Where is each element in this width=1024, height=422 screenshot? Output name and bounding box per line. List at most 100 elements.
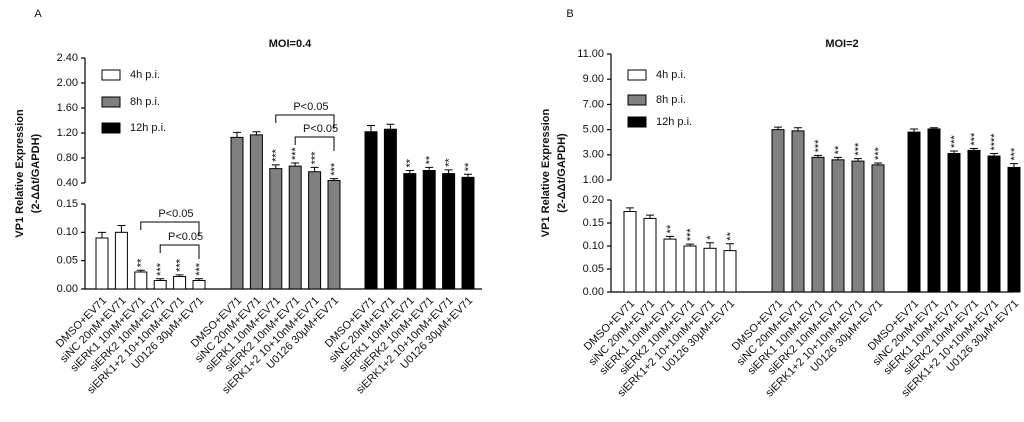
bar (269, 168, 283, 290)
bar (791, 130, 805, 293)
error-bar (666, 235, 674, 240)
y-axis-label: VP1 Relative Expression (14, 109, 26, 238)
significance: ** (725, 231, 737, 240)
error-bar (98, 231, 106, 238)
significance: *** (271, 148, 283, 162)
legend-label: 8h p.i. (130, 96, 160, 108)
significance: ** (833, 145, 845, 154)
annotation: P<0.05 (158, 208, 193, 220)
y-tick-label: 2.00 (57, 77, 78, 89)
error-bar (271, 164, 280, 169)
y-tick-label: 3.00 (583, 149, 604, 161)
bar (967, 149, 981, 293)
bar (364, 131, 378, 290)
error-bar (291, 162, 300, 167)
legend-swatch (101, 69, 121, 81)
bar (249, 134, 263, 290)
bracket (294, 136, 335, 151)
bar (831, 159, 845, 293)
significance: ** (463, 162, 475, 171)
bar (907, 131, 921, 293)
bar (703, 247, 717, 293)
error-bar (970, 148, 978, 151)
legend-label: 12h p.i. (130, 122, 166, 134)
bar (461, 176, 475, 290)
y-tick-label: 5.00 (583, 124, 604, 136)
bar (643, 217, 657, 293)
significance: ** (444, 158, 456, 167)
error-bar (117, 225, 126, 233)
bar (987, 155, 1001, 293)
error-bar (175, 274, 184, 277)
chart-title: MOI=2 (825, 38, 858, 50)
y-tick-label: 0.05 (583, 263, 604, 275)
error-bar (834, 156, 842, 160)
legend-label: 4h p.i. (130, 69, 160, 81)
bar (442, 173, 456, 290)
bar (308, 171, 322, 290)
significance: *** (949, 134, 961, 148)
bar (723, 250, 737, 293)
panel-label: A (34, 8, 42, 20)
bar (871, 164, 885, 293)
significance: *** (873, 146, 885, 160)
bar (947, 153, 961, 293)
y-tick-label: 0.00 (57, 283, 78, 295)
error-bar (405, 170, 414, 174)
error-bar (195, 278, 203, 281)
bar (927, 128, 941, 293)
y-tick-label: 0.10 (57, 226, 78, 238)
error-bar (686, 243, 694, 246)
y-tick-label: 0.20 (583, 194, 604, 206)
annotation: P<0.05 (168, 231, 203, 243)
legend-label: 12h p.i. (656, 116, 692, 128)
significance: *** (685, 228, 697, 242)
legend-swatch (627, 69, 647, 81)
bar (230, 136, 244, 290)
bar (383, 128, 397, 290)
error-bar (233, 131, 241, 138)
y-tick-label: 2.40 (57, 52, 78, 64)
significance: *** (853, 142, 865, 156)
bar (422, 170, 436, 290)
significance: *** (329, 162, 341, 176)
annotation: P<0.05 (293, 101, 328, 113)
bracket (275, 114, 335, 129)
bar (327, 180, 341, 290)
significance: ** (136, 258, 148, 267)
error-bar (386, 123, 395, 130)
error-bar (726, 243, 734, 251)
error-bar (646, 214, 654, 219)
bar (288, 165, 302, 290)
y-tick-label: 0.15 (57, 198, 78, 210)
y-tick-label: 1.00 (583, 174, 604, 186)
error-bar (950, 150, 958, 154)
legend-swatch (101, 96, 121, 108)
error-bar (464, 173, 472, 178)
significance: **** (989, 133, 1001, 151)
error-bar (794, 127, 802, 131)
error-bar (774, 126, 782, 130)
error-bar (854, 158, 862, 162)
y-tick-label: 0.10 (583, 240, 604, 252)
error-bar (425, 166, 434, 171)
error-bar (367, 125, 375, 132)
error-bar (444, 169, 453, 174)
significance: *** (310, 151, 322, 165)
significance: ** (424, 155, 436, 164)
y-tick-label: 9.00 (583, 73, 604, 85)
annotation: P<0.05 (303, 123, 338, 135)
significance: *** (175, 258, 187, 272)
y-tick-label: 0.00 (583, 286, 604, 298)
panel-label: B (566, 8, 573, 20)
y-tick-label: 0.15 (583, 217, 604, 229)
error-bar (136, 269, 145, 272)
significance: ** (405, 158, 417, 167)
y-axis-label: VP1 Relative Expression (540, 109, 552, 238)
bar (95, 237, 109, 290)
legend-swatch (627, 116, 647, 128)
bar (771, 129, 785, 293)
bar (153, 280, 167, 290)
bar (663, 238, 677, 293)
